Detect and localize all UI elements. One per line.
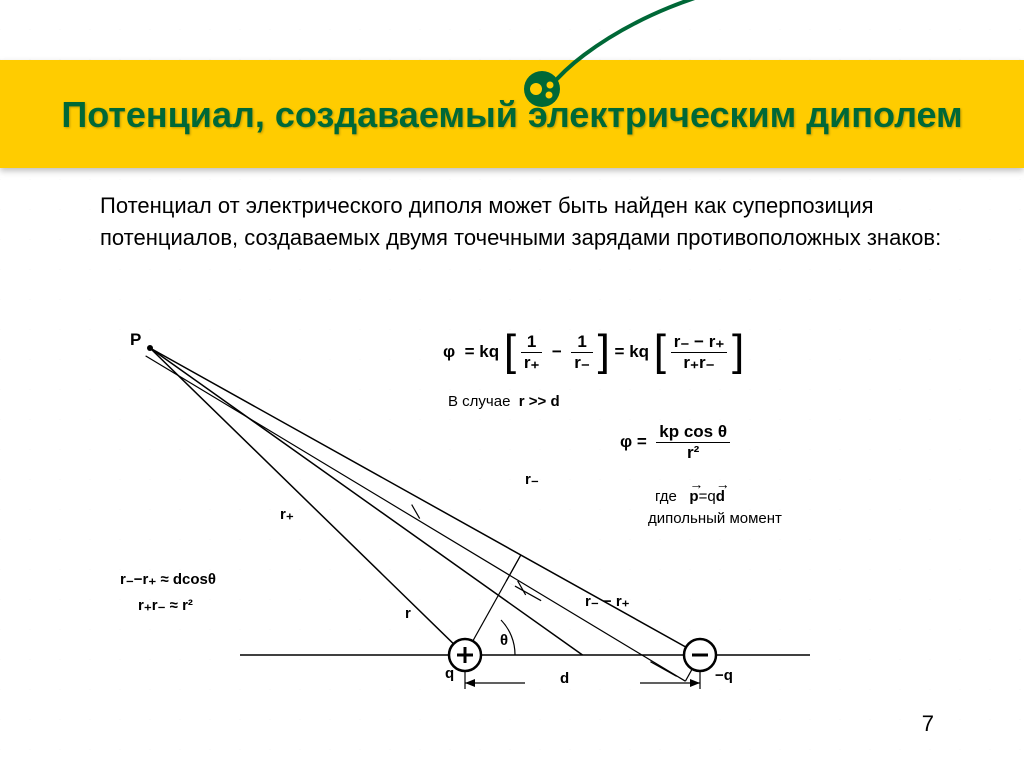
label-q: q [445,665,454,682]
intro-paragraph: Потенциал от электрического диполя может… [100,190,964,254]
approx-2: r₊r₋ ≈ r² [138,596,193,614]
label-negq: −q [715,667,733,684]
sym-phi: φ [443,342,455,361]
label-theta: θ [500,632,508,649]
label-d: d [560,670,569,687]
formula-case: В случае r >> d [448,393,560,410]
decorative-swirl [424,0,984,110]
formula-phi-dipole: φ = kp cos θr² [620,422,730,463]
label-moment: дипольный момент [648,510,782,527]
page-number: 7 [922,711,934,737]
formula-where: где →p=q→d [655,488,725,505]
label-rminus: r₋ [525,470,539,488]
formula-phi-main: φ = kq [ 1r₊ − 1r₋ ] = kq [ r₋ − r₊r₊r₋ … [443,332,744,373]
content-area: Потенциал от электрического диполя может… [100,190,964,254]
approx-1: r₋−r₊ ≈ dcosθ [120,570,216,588]
label-rdiff: r₋ − r₊ [585,592,630,610]
label-P: P [130,330,141,350]
sym-kq: kq [479,342,499,361]
dipole-diagram [110,330,920,700]
label-rplus: r₊ [280,505,294,523]
label-r: r [405,605,411,622]
diagram-area: φ = kq [ 1r₊ − 1r₋ ] = kq [ r₋ − r₊r₊r₋ … [110,330,920,700]
